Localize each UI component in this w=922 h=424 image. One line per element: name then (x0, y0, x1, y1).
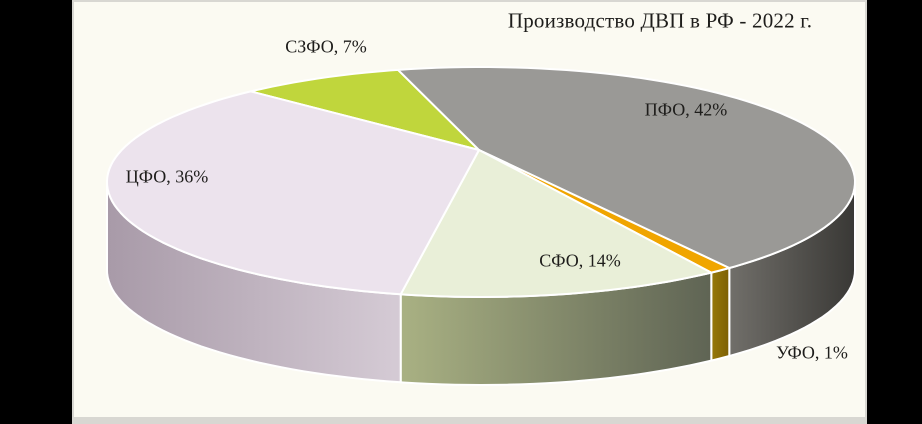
pie-slice-szfo[interactable] (249, 68, 480, 151)
pie-sides (106, 181, 856, 386)
pie-slice-cfo[interactable] (106, 90, 480, 296)
pie-tops (106, 66, 856, 298)
data-label-sfo: СФО, 14% (539, 250, 621, 271)
data-label-ufo: УФО, 1% (776, 342, 848, 363)
chart-title: Производство ДВП в РФ - 2022 г. (507, 8, 813, 33)
data-label-cfo: ЦФО, 36% (125, 166, 209, 187)
pie-slice-sfo[interactable] (399, 149, 713, 298)
data-label-szfo: СЗФО, 7% (285, 36, 367, 57)
pie-side-ufo[interactable] (710, 267, 731, 362)
data-label-pfo: ПФО, 42% (644, 99, 728, 120)
pie-slice-pfo[interactable] (397, 66, 856, 269)
